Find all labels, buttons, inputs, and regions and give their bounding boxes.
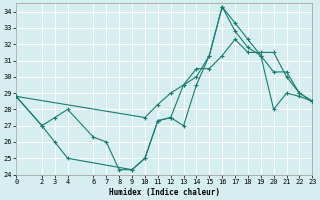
X-axis label: Humidex (Indice chaleur): Humidex (Indice chaleur) [109, 188, 220, 197]
